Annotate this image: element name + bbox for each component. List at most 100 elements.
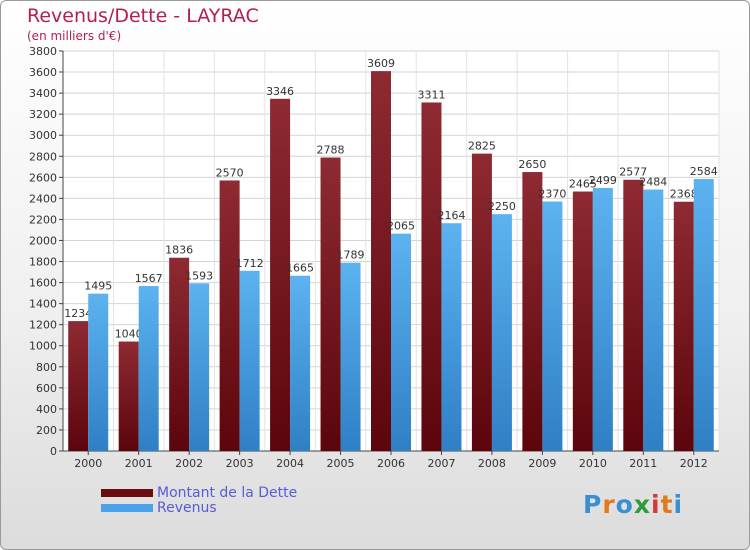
legend-swatch-revenus — [101, 504, 153, 512]
logo-letter: i — [673, 490, 684, 519]
bar-revenus — [290, 275, 311, 451]
data-label: 2370 — [538, 188, 566, 201]
data-label: 3609 — [367, 57, 395, 70]
legend-label-dette: Montant de la Dette — [157, 485, 298, 501]
bar-revenus — [88, 293, 109, 451]
y-tick-label: 3000 — [29, 129, 57, 142]
proxiti-logo: Proxiti — [583, 490, 693, 524]
x-tick-label: 2004 — [276, 457, 304, 470]
y-tick-label: 200 — [36, 424, 57, 437]
y-tick-label: 3800 — [29, 45, 57, 58]
data-label: 2584 — [690, 165, 718, 178]
bar-dette — [118, 341, 139, 451]
bar-dette — [471, 153, 492, 451]
bar-revenus — [693, 179, 714, 451]
x-tick-label: 2009 — [528, 457, 556, 470]
logo-letter: t — [660, 490, 674, 519]
logo-letter: o — [615, 490, 634, 519]
data-label: 2250 — [488, 200, 516, 213]
x-tick-label: 2003 — [226, 457, 254, 470]
data-label: 2465 — [569, 178, 597, 191]
bar-revenus — [391, 233, 411, 451]
x-tick-label: 2006 — [377, 457, 405, 470]
x-tick-label: 2011 — [629, 457, 657, 470]
bar-dette — [371, 71, 391, 452]
bar-revenus — [189, 283, 210, 451]
y-tick-label: 2200 — [29, 213, 57, 226]
x-tick-label: 2001 — [125, 457, 153, 470]
bar-dette — [169, 257, 190, 451]
chart-subtitle: (en milliers d'€) — [27, 29, 122, 43]
data-label: 3311 — [417, 88, 445, 101]
data-label: 1836 — [165, 244, 193, 257]
data-label: 1789 — [337, 249, 365, 262]
x-tick-label: 2008 — [478, 457, 506, 470]
data-label: 1495 — [84, 280, 112, 293]
x-tick-label: 2002 — [175, 457, 203, 470]
data-label: 2484 — [639, 176, 667, 189]
y-tick-label: 1400 — [29, 298, 57, 311]
bar-revenus — [340, 262, 361, 451]
bar-revenus — [491, 214, 512, 451]
bar-dette — [270, 98, 291, 451]
data-label: 2164 — [437, 209, 465, 222]
bar-revenus — [441, 223, 462, 451]
x-tick-label: 2010 — [579, 457, 607, 470]
data-label: 2065 — [387, 220, 415, 233]
y-tick-label: 800 — [36, 361, 57, 374]
bar-revenus — [592, 187, 613, 451]
bar-dette — [572, 191, 593, 452]
logo-letter: i — [651, 490, 661, 519]
bar-dette — [522, 172, 543, 452]
y-tick-label: 2600 — [29, 171, 57, 184]
bar-dette — [320, 157, 341, 452]
bar-revenus — [643, 189, 664, 452]
logo-letter: P — [583, 490, 603, 519]
data-label: 1567 — [135, 272, 163, 285]
y-tick-label: 400 — [36, 403, 57, 416]
legend-swatch-dette — [101, 489, 153, 497]
bar-dette — [219, 180, 240, 451]
y-tick-label: 600 — [36, 382, 57, 395]
x-tick-label: 2005 — [327, 457, 355, 470]
data-label: 2788 — [317, 144, 345, 157]
data-label: 3346 — [266, 85, 294, 98]
y-tick-label: 0 — [50, 445, 57, 458]
data-label: 2368 — [670, 188, 698, 201]
bar-revenus — [239, 270, 260, 451]
x-tick-label: 2000 — [74, 457, 102, 470]
y-tick-label: 2400 — [29, 192, 57, 205]
data-label: 1593 — [185, 269, 213, 282]
data-label: 2650 — [518, 158, 546, 171]
x-tick-label: 2007 — [427, 457, 455, 470]
y-tick-label: 3200 — [29, 108, 57, 121]
bar-dette — [623, 179, 644, 451]
x-tick-label: 2012 — [680, 457, 708, 470]
data-label: 2825 — [468, 140, 496, 153]
data-label: 1040 — [115, 328, 143, 341]
y-tick-label: 1800 — [29, 256, 57, 269]
data-label: 2570 — [216, 166, 244, 179]
y-tick-label: 3600 — [29, 66, 57, 79]
data-label: 2499 — [589, 174, 617, 187]
y-tick-label: 1000 — [29, 340, 57, 353]
bar-revenus — [138, 286, 159, 451]
y-tick-label: 3400 — [29, 87, 57, 100]
bar-dette — [68, 321, 89, 451]
logo-letter: r — [602, 490, 616, 519]
y-tick-label: 2800 — [29, 150, 57, 163]
data-label: 2577 — [619, 166, 647, 179]
bar-revenus — [542, 201, 563, 451]
y-tick-label: 1200 — [29, 319, 57, 332]
logo-letter: x — [633, 490, 651, 519]
data-label: 1665 — [286, 262, 314, 275]
bar-dette — [421, 102, 442, 451]
legend-label-revenus: Revenus — [157, 500, 217, 516]
data-label: 1234 — [64, 307, 92, 320]
bar-dette — [673, 201, 694, 451]
data-label: 1712 — [236, 257, 264, 270]
y-tick-label: 1600 — [29, 277, 57, 290]
y-tick-label: 2000 — [29, 234, 57, 247]
